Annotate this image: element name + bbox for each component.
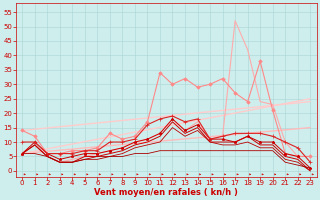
X-axis label: Vent moyen/en rafales ( kn/h ): Vent moyen/en rafales ( kn/h ): [94, 188, 238, 197]
